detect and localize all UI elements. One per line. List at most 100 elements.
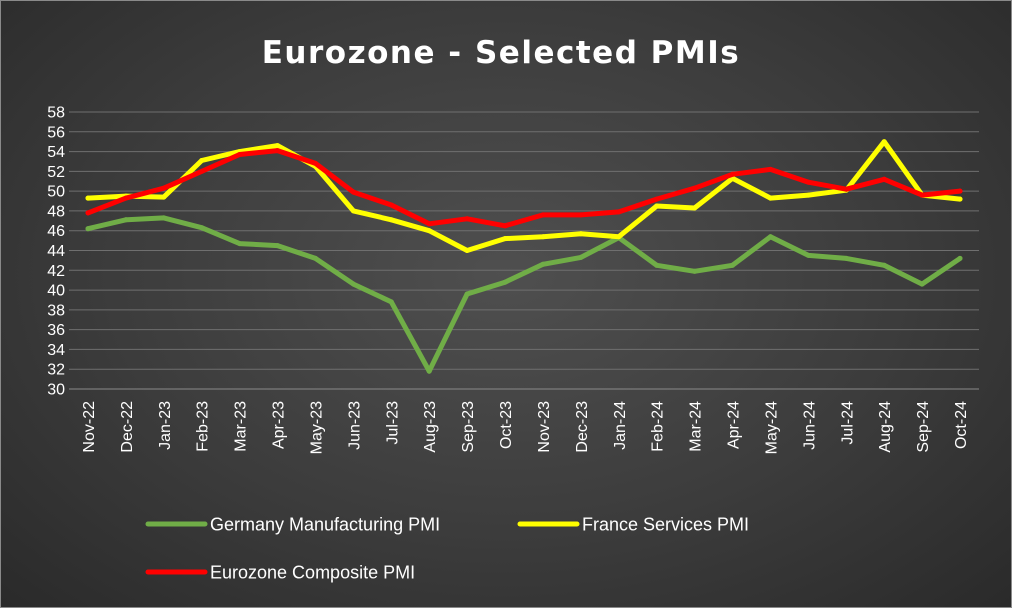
x-tick-label: Sep-23 <box>460 401 477 453</box>
data-point <box>123 195 129 201</box>
series-lines <box>85 139 963 374</box>
data-point <box>161 215 167 221</box>
data-point <box>919 281 925 287</box>
data-point <box>199 158 205 163</box>
data-point <box>350 281 356 287</box>
data-point <box>85 210 91 216</box>
data-point <box>237 152 243 157</box>
data-point <box>730 262 735 268</box>
data-point <box>616 234 622 240</box>
x-tick-label: Feb-24 <box>650 401 667 452</box>
y-tick-label: 52 <box>47 164 65 181</box>
y-axis: 30 32 34 36 38 40 42 44 46 48 50 52 54 56 58 <box>47 105 65 399</box>
data-point <box>578 212 584 218</box>
data-point <box>881 262 887 268</box>
x-tick-label: Mar-23 <box>233 401 250 452</box>
chart-title: Eurozone - Selected PMIs <box>262 35 740 71</box>
x-tick-label: Nov-22 <box>81 401 98 453</box>
y-tick-label: 38 <box>47 302 65 319</box>
data-point <box>464 291 470 297</box>
legend-label: Germany Manufacturing PMI <box>210 515 440 535</box>
data-point <box>123 217 129 223</box>
y-tick-label: 34 <box>47 342 65 359</box>
x-tick-label: Jul-24 <box>839 401 856 445</box>
data-point <box>957 188 963 194</box>
data-point <box>199 168 205 174</box>
data-point <box>502 223 508 229</box>
y-tick-label: 36 <box>47 322 65 339</box>
data-point <box>313 255 318 261</box>
data-point <box>199 225 205 231</box>
y-tick-label: 40 <box>47 283 65 300</box>
x-tick-label: Dec-23 <box>574 401 591 453</box>
data-point <box>957 196 963 202</box>
x-tick-label: Oct-24 <box>953 401 970 449</box>
data-point <box>85 226 91 232</box>
data-point <box>919 192 925 198</box>
data-point <box>85 195 91 201</box>
data-point <box>426 221 432 227</box>
x-tick-label: Dec-22 <box>119 401 136 453</box>
gridlines <box>69 111 979 390</box>
data-point <box>692 185 698 191</box>
y-tick-label: 56 <box>47 124 65 141</box>
series-line-1 <box>85 139 963 253</box>
data-point <box>502 279 508 285</box>
y-tick-label: 44 <box>47 243 65 260</box>
data-point <box>692 268 698 274</box>
x-tick-label: Nov-23 <box>536 401 553 453</box>
data-point <box>843 255 849 261</box>
data-point <box>692 205 698 211</box>
y-tick-label: 58 <box>47 105 65 122</box>
y-tick-label: 54 <box>47 144 65 161</box>
data-point <box>388 217 394 223</box>
data-point <box>502 236 508 242</box>
data-point <box>843 186 849 192</box>
data-point <box>313 160 318 166</box>
x-tick-label: May-23 <box>308 401 325 454</box>
y-tick-label: 50 <box>47 184 65 201</box>
data-point <box>654 196 660 202</box>
data-point <box>805 252 811 258</box>
data-point <box>237 241 243 247</box>
data-point <box>426 228 432 234</box>
legend-label: France Services PMI <box>582 515 749 535</box>
y-tick-label: 48 <box>47 203 65 220</box>
data-point <box>540 261 546 267</box>
data-point <box>275 143 280 149</box>
x-tick-label: Jun-23 <box>346 401 363 450</box>
series-line-2 <box>85 148 963 229</box>
data-point <box>578 231 584 237</box>
data-point <box>426 368 432 374</box>
x-tick-label: Feb-23 <box>195 401 212 452</box>
x-axis: Nov-22 Dec-22 Jan-23 Feb-23 Mar-23 Apr-23 May-… <box>69 388 979 454</box>
data-point <box>881 139 887 145</box>
data-point <box>464 216 470 222</box>
data-point <box>881 176 887 182</box>
data-point <box>768 195 773 201</box>
data-point <box>464 248 470 253</box>
data-point <box>654 203 660 209</box>
data-point <box>350 208 356 214</box>
data-point <box>616 209 622 215</box>
x-tick-label: Jul-23 <box>384 401 401 445</box>
data-point <box>161 185 167 191</box>
x-tick-label: Jan-23 <box>157 401 174 450</box>
data-point <box>275 148 280 154</box>
legend: Germany Manufacturing PMI France Services… <box>145 515 749 583</box>
y-tick-label: 42 <box>47 263 65 280</box>
data-point <box>957 255 963 261</box>
data-point <box>350 189 356 195</box>
x-tick-label: Mar-24 <box>688 401 705 452</box>
x-tick-label: Apr-24 <box>726 401 743 449</box>
data-point <box>388 299 394 305</box>
data-point <box>768 166 773 172</box>
data-point <box>805 192 811 198</box>
data-point <box>578 254 584 260</box>
y-tick-label: 46 <box>47 223 65 240</box>
x-tick-label: Jan-24 <box>612 401 629 450</box>
series-line-0 <box>85 215 963 374</box>
y-tick-label: 30 <box>47 382 65 399</box>
